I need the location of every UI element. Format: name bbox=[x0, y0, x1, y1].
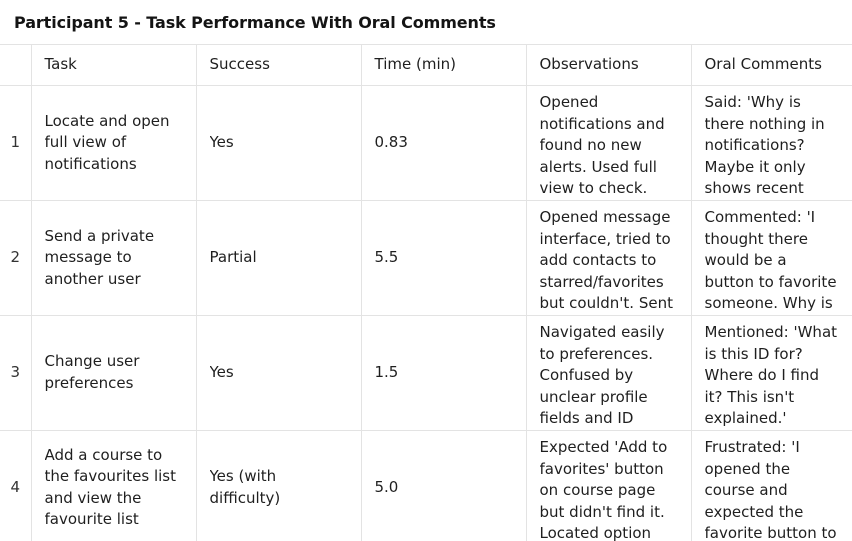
task-cell[interactable]: Add a course to the favourites list and … bbox=[30, 429, 197, 541]
observations-cell[interactable]: Navigated easily to preferences. Confuse… bbox=[525, 314, 692, 431]
column-header-task[interactable]: Task bbox=[30, 44, 197, 86]
observations-text: Expected 'Add to favorites' button on co… bbox=[539, 437, 668, 541]
table-header-row: Task Success Time (min) Observations Ora… bbox=[0, 44, 852, 86]
column-header-index[interactable] bbox=[0, 44, 32, 86]
observations-text: Opened message interface, tried to add c… bbox=[539, 207, 673, 313]
comments-cell[interactable]: Mentioned: 'What is this ID for? Where d… bbox=[690, 314, 852, 431]
observations-cell[interactable]: Expected 'Add to favorites' button on co… bbox=[525, 429, 692, 541]
column-header-oral-comments[interactable]: Oral Comments bbox=[690, 44, 852, 86]
task-text: Change user preferences bbox=[44, 352, 140, 392]
column-header-success[interactable]: Success bbox=[195, 44, 362, 86]
time-text: 5.0 bbox=[374, 478, 399, 497]
time-text: 5.5 bbox=[374, 248, 399, 267]
time-cell[interactable]: 0.83 bbox=[360, 85, 527, 201]
observations-cell[interactable]: Opened message interface, tried to add c… bbox=[525, 199, 692, 316]
row-index: 2 bbox=[0, 199, 32, 316]
time-text: 0.83 bbox=[374, 133, 408, 152]
column-header-time[interactable]: Time (min) bbox=[360, 44, 527, 86]
table-row: 4 Add a course to the favourites list an… bbox=[0, 429, 852, 541]
row-index: 4 bbox=[0, 429, 32, 541]
comments-cell[interactable]: Said: 'Why is there nothing in notificat… bbox=[690, 85, 852, 201]
success-text: Partial bbox=[209, 248, 257, 267]
observations-cell[interactable]: Opened notifications and found no new al… bbox=[525, 85, 692, 201]
success-cell[interactable]: Yes bbox=[195, 85, 362, 201]
task-performance-table: Task Success Time (min) Observations Ora… bbox=[0, 44, 852, 541]
time-cell[interactable]: 1.5 bbox=[360, 314, 527, 431]
time-cell[interactable]: 5.5 bbox=[360, 199, 527, 316]
table-row: 3 Change user preferences Yes 1.5 Naviga… bbox=[0, 314, 852, 431]
success-cell[interactable]: Yes (with difficulty) bbox=[195, 429, 362, 541]
success-text: Yes bbox=[209, 133, 234, 152]
time-text: 1.5 bbox=[374, 363, 399, 382]
task-cell[interactable]: Locate and open full view of notificatio… bbox=[30, 85, 197, 201]
success-cell[interactable]: Yes bbox=[195, 314, 362, 431]
observations-text: Navigated easily to preferences. Confuse… bbox=[539, 322, 665, 428]
table-row: 1 Locate and open full view of notificat… bbox=[0, 85, 852, 201]
success-text: Yes bbox=[209, 363, 234, 382]
success-text: Yes (with difficulty) bbox=[209, 467, 281, 507]
task-cell[interactable]: Change user preferences bbox=[30, 314, 197, 431]
success-cell[interactable]: Partial bbox=[195, 199, 362, 316]
comments-text: Frustrated: 'I opened the course and exp… bbox=[704, 437, 837, 541]
comments-text: Mentioned: 'What is this ID for? Where d… bbox=[704, 322, 838, 428]
comments-cell[interactable]: Commented: 'I thought there would be a b… bbox=[690, 199, 852, 316]
column-header-observations[interactable]: Observations bbox=[525, 44, 692, 86]
task-text: Send a private message to another user bbox=[44, 226, 155, 288]
observations-text: Opened notifications and found no new al… bbox=[539, 93, 665, 198]
task-text: Add a course to the favourites list and … bbox=[44, 445, 176, 529]
title-bar: Participant 5 - Task Performance With Or… bbox=[0, 0, 852, 44]
comments-cell[interactable]: Frustrated: 'I opened the course and exp… bbox=[690, 429, 852, 541]
comments-text: Said: 'Why is there nothing in notificat… bbox=[704, 93, 825, 198]
table-row: 2 Send a private message to another user… bbox=[0, 199, 852, 316]
row-index: 3 bbox=[0, 314, 32, 431]
page-title: Participant 5 - Task Performance With Or… bbox=[14, 12, 496, 32]
row-index: 1 bbox=[0, 85, 32, 201]
task-cell[interactable]: Send a private message to another user bbox=[30, 199, 197, 316]
task-text: Locate and open full view of notificatio… bbox=[44, 111, 170, 173]
comments-text: Commented: 'I thought there would be a b… bbox=[704, 207, 837, 313]
time-cell[interactable]: 5.0 bbox=[360, 429, 527, 541]
